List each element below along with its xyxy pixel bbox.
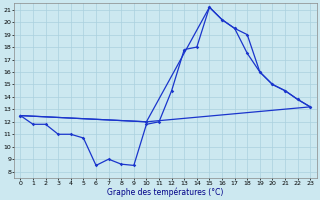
X-axis label: Graphe des températures (°C): Graphe des températures (°C) — [107, 187, 223, 197]
